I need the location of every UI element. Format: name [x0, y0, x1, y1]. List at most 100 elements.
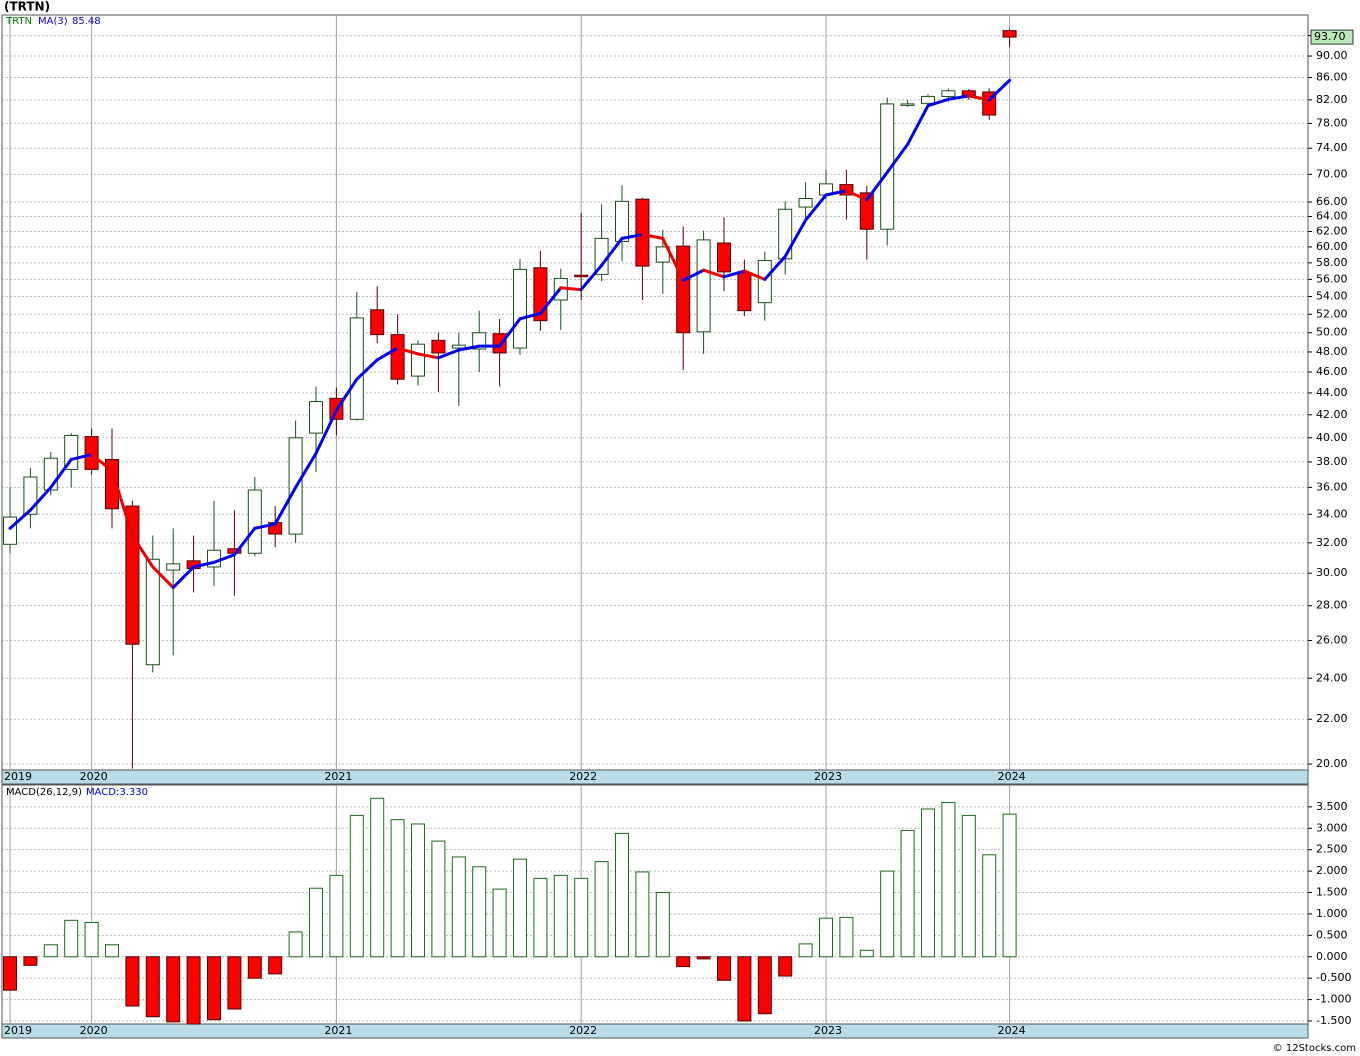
candle-body: [635, 198, 650, 267]
ma-segment: [620, 233, 644, 240]
y-tick-label: 38.00: [1316, 455, 1348, 468]
macd-bar: [145, 956, 160, 1018]
macd-bar: [513, 858, 527, 958]
macd-bar: [982, 854, 997, 958]
macd-bar: [105, 944, 119, 958]
ma-segment: [722, 269, 746, 279]
candle-body: [370, 309, 385, 336]
ma-segment: [90, 453, 114, 473]
macd-bar: [900, 829, 915, 958]
ma-segment: [375, 346, 400, 362]
candle-body: [615, 200, 629, 242]
y-tick-label: 2.500: [1316, 843, 1348, 856]
ma-segment: [783, 218, 808, 258]
y-tick-label: 22.00: [1316, 712, 1348, 725]
macd-bar: [880, 870, 895, 958]
ma-segment: [49, 457, 73, 489]
candle-body: [125, 505, 140, 645]
candle-body: [859, 192, 874, 230]
ma-segment: [232, 526, 257, 557]
y-tick-label: 32.00: [1316, 536, 1348, 549]
x-tick-label: 2021: [324, 1024, 352, 1037]
macd-bar: [125, 956, 140, 1007]
x-tick-label: 2021: [324, 770, 352, 783]
candle-body: [757, 259, 772, 304]
chart-title: (TRTN): [4, 0, 50, 14]
ma-segment: [294, 451, 318, 489]
candle-body: [900, 103, 915, 106]
ma-segment: [151, 565, 175, 590]
y-tick-label: 0.000: [1316, 950, 1348, 963]
ma-segment: [253, 522, 277, 530]
ma-segment: [844, 189, 869, 202]
ma-segment: [885, 142, 910, 174]
legend-ma: MA(3): [38, 16, 68, 27]
y-tick-label: 48.00: [1316, 345, 1348, 358]
y-tick-label: 24.00: [1316, 671, 1348, 684]
ma-segment: [763, 254, 787, 281]
y-tick-label: 1.500: [1316, 886, 1348, 899]
macd-bar: [553, 874, 568, 958]
candle-body: [880, 103, 895, 230]
y-tick-label: 46.00: [1316, 365, 1348, 378]
ma-segment: [661, 236, 685, 282]
ma-segment: [212, 553, 236, 564]
last-price-label: 93.70: [1314, 30, 1346, 43]
macd-bar: [431, 840, 446, 958]
y-tick-label: 70.00: [1316, 167, 1348, 180]
ma-segment: [518, 311, 542, 321]
y-tick-label: -1.500: [1316, 1014, 1351, 1027]
macd-bar: [594, 861, 609, 958]
ma-segment: [334, 377, 359, 412]
ma-segment: [28, 485, 53, 512]
macd-bar: [64, 919, 79, 958]
y-tick-label: 2.000: [1316, 864, 1348, 877]
ma-segment: [681, 268, 706, 282]
x-tick-label: 2022: [569, 1024, 597, 1037]
macd-bar: [390, 819, 405, 958]
macd-bar: [166, 956, 181, 1023]
macd-bar: [268, 956, 283, 975]
ma-segment: [498, 317, 522, 348]
x-tick-label: 2020: [80, 1024, 108, 1037]
macd-bar: [941, 802, 956, 958]
candle-body: [145, 558, 160, 666]
macd-bar: [533, 877, 548, 958]
candle-body: [737, 272, 752, 312]
ma-segment: [436, 348, 461, 360]
macd-bar: [696, 956, 711, 960]
y-tick-label: 82.00: [1316, 93, 1348, 106]
candle-body: [513, 268, 527, 349]
x-tick-label: 2024: [998, 770, 1026, 783]
ma-segment: [926, 97, 950, 108]
y-tick-label: 58.00: [1316, 256, 1348, 269]
ma-segment: [742, 269, 767, 281]
candle-body: [84, 436, 99, 470]
y-tick-label: 52.00: [1316, 307, 1348, 320]
ma-segment: [538, 286, 563, 315]
ma-segment: [396, 346, 420, 356]
candle-body: [717, 242, 731, 273]
ma-segment: [987, 78, 1012, 102]
macd-bar: [451, 856, 466, 958]
candle-body: [309, 401, 323, 434]
macd-bar: [247, 956, 262, 979]
y-tick-label: 20.00: [1316, 757, 1348, 770]
y-tick-label: 36.00: [1316, 480, 1348, 493]
date-axis-band: [1, 1023, 1309, 1039]
macd-bar: [615, 832, 629, 958]
ma-segment: [824, 189, 848, 197]
y-tick-label: 86.00: [1316, 70, 1348, 83]
background: [2, 15, 1308, 1024]
macd-bar: [288, 931, 303, 958]
y-tick-label: 62.00: [1316, 224, 1348, 237]
y-tick-label: 30.00: [1316, 566, 1348, 579]
y-tick-label: -1.000: [1316, 993, 1351, 1006]
candle-body: [921, 95, 935, 104]
ma-segment: [457, 344, 481, 352]
candle-body: [492, 333, 507, 354]
macd-bar: [574, 877, 589, 958]
macd-bar: [349, 814, 364, 958]
candle-body: [105, 458, 119, 510]
